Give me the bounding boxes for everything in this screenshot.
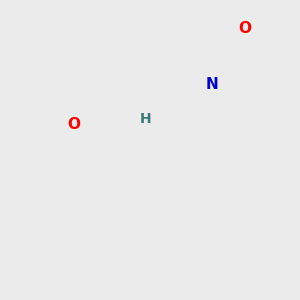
Text: O: O	[67, 117, 80, 132]
Text: N: N	[205, 77, 218, 92]
Text: O: O	[238, 21, 251, 36]
Text: H: H	[140, 112, 152, 126]
